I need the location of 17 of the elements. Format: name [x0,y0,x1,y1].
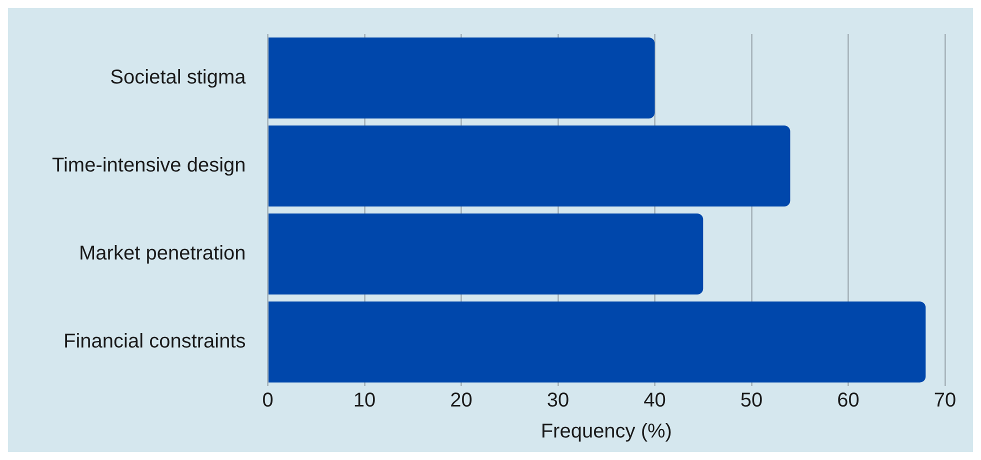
x-tick-label: 20 [450,390,472,412]
y-tick-label: Financial constraints [63,330,246,353]
x-tick-label: 40 [644,390,666,412]
y-tick-label: Societal stigma [110,66,247,89]
y-tick-label: Market penetration [79,242,246,265]
bar [268,302,926,382]
bar [268,38,655,118]
bar [268,214,704,294]
x-tick-label: 30 [546,390,570,412]
bar [268,126,790,206]
x-tick-label: 50 [740,390,763,412]
y-tick-label: Time-intensive design [52,154,246,177]
x-tick-label: 70 [934,390,956,412]
x-tick-label: 0 [262,390,274,412]
x-tick-label: 10 [353,390,376,412]
x-axis-title: Frequency (%) [540,420,672,443]
x-tick-label: 60 [837,390,860,412]
